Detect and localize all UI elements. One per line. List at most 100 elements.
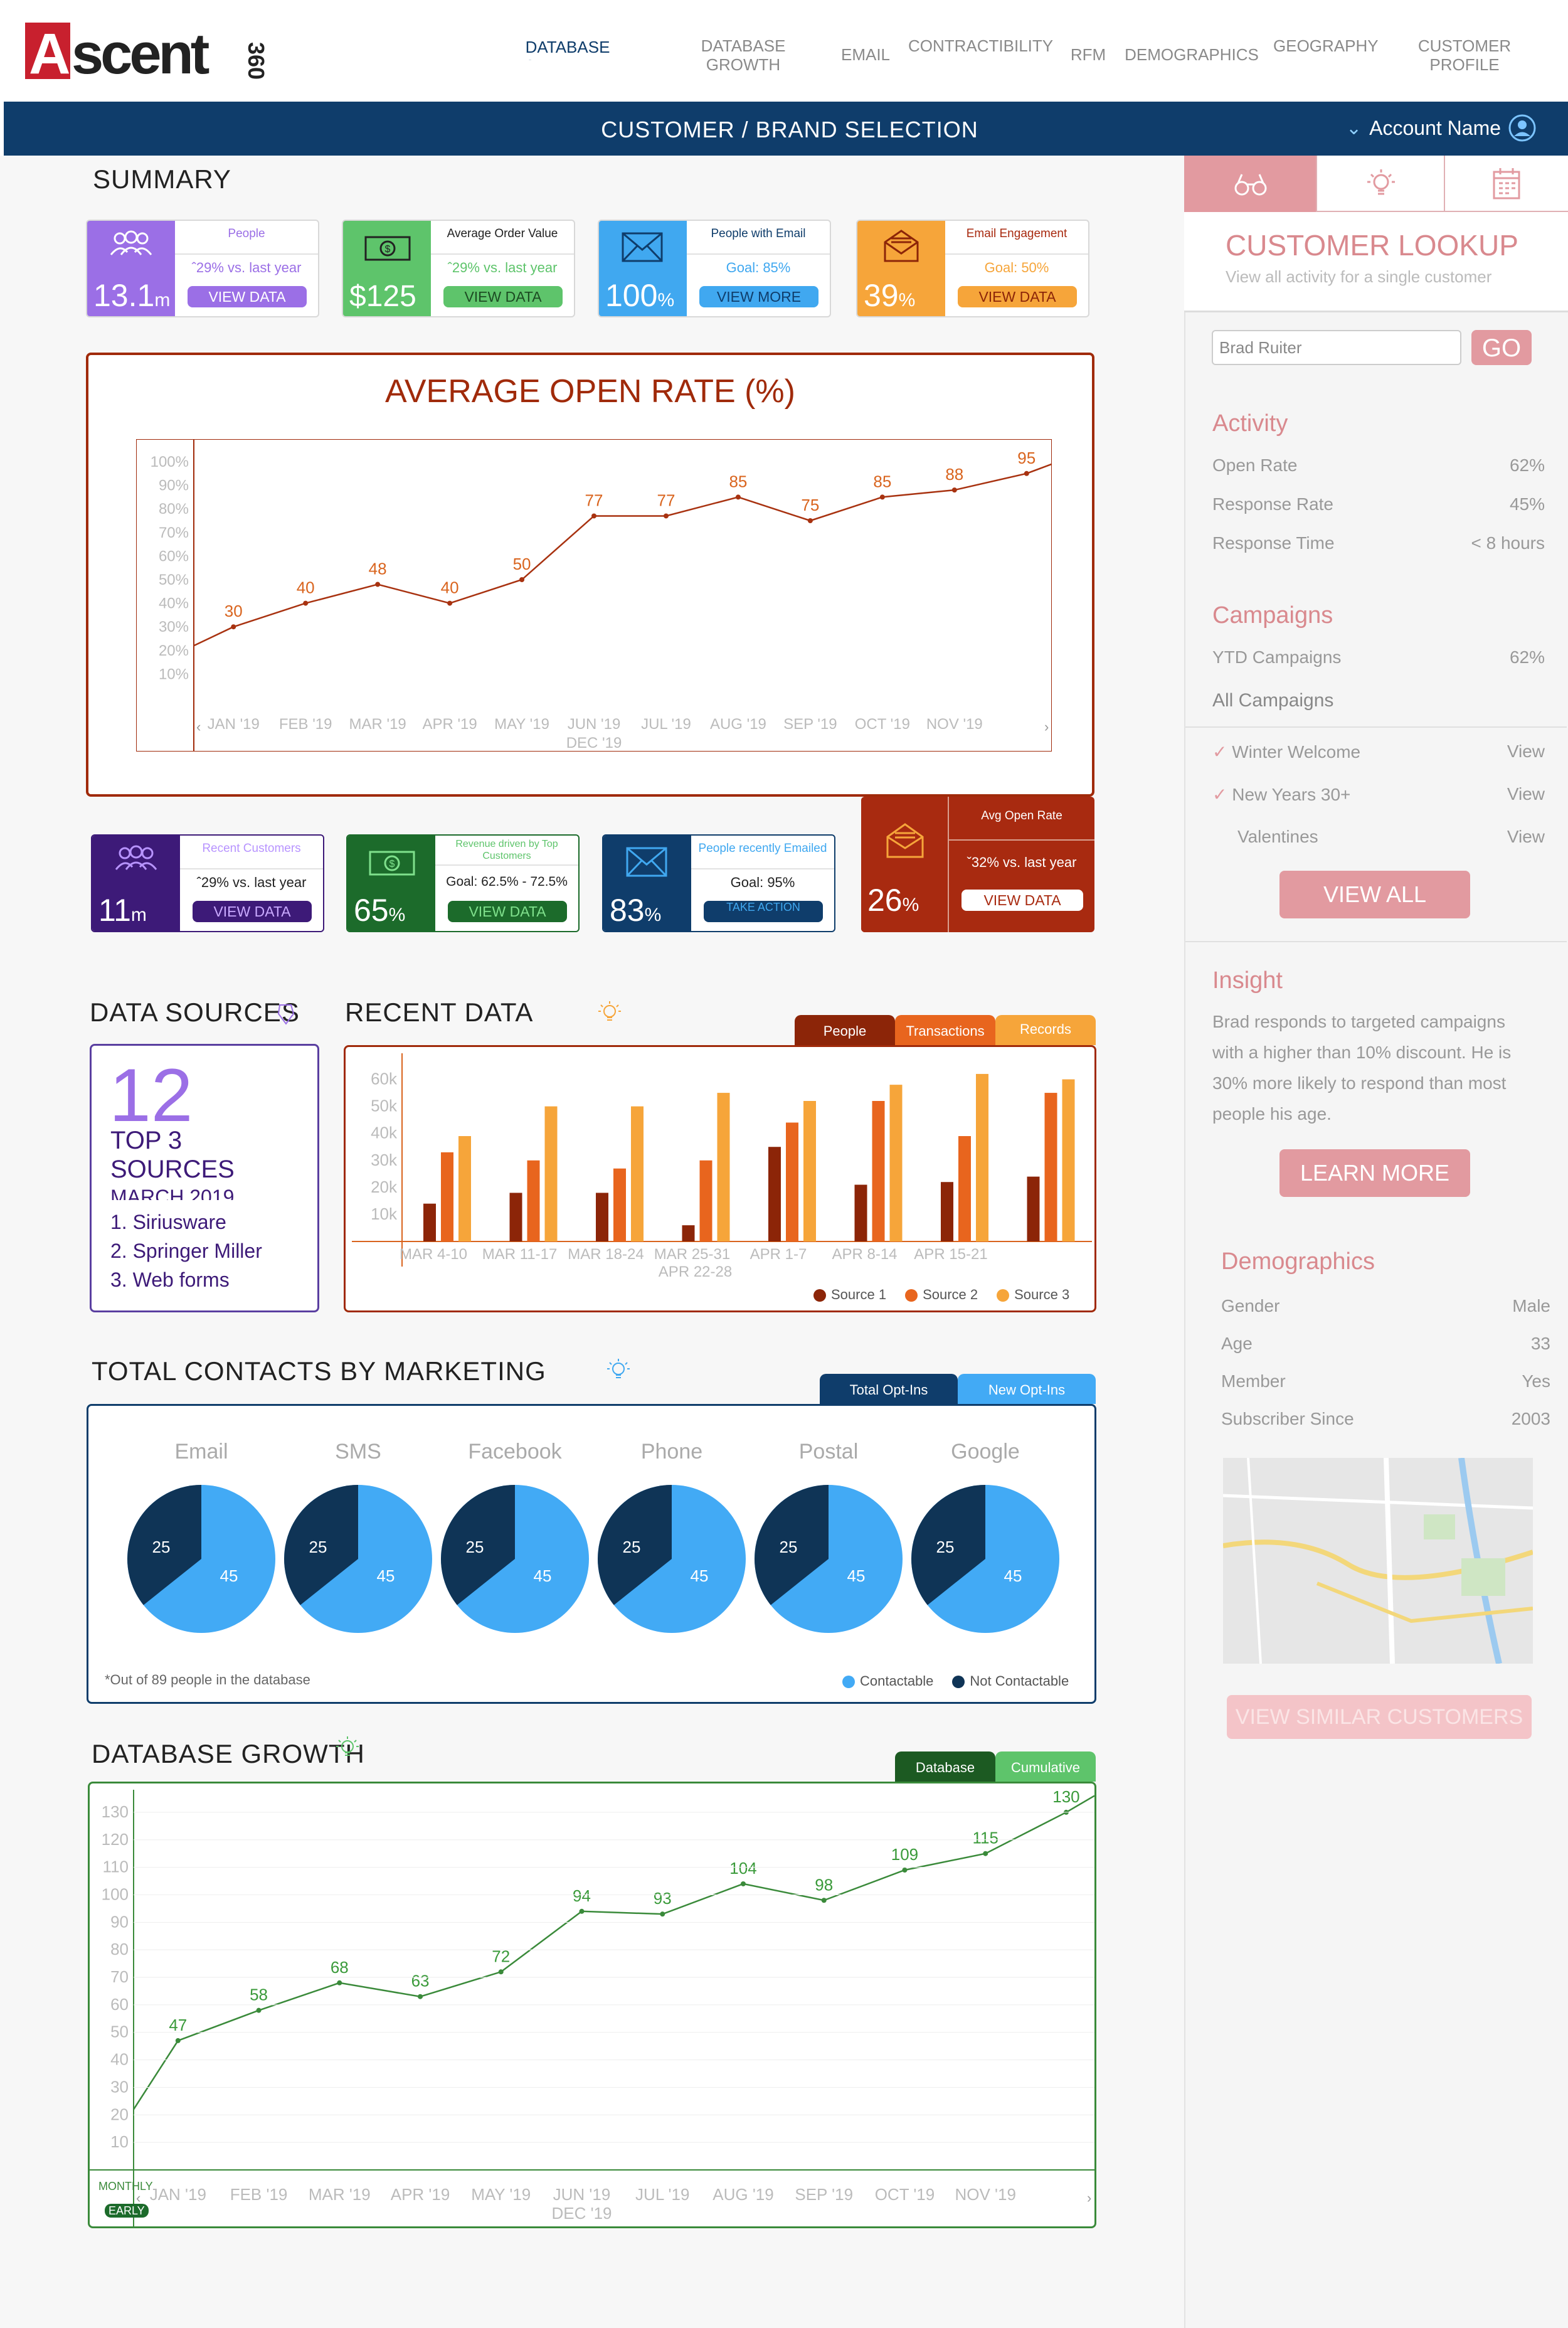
bar: [1062, 1079, 1075, 1241]
pie-label: 45: [691, 1566, 709, 1585]
account-menu[interactable]: ⌄ Account Name: [1346, 114, 1536, 142]
take-action-button[interactable]: TAKE ACTION: [704, 901, 823, 922]
yearly-toggle-label[interactable]: EARLY: [105, 2204, 149, 2218]
x-tick-label: APR 8-14: [832, 1246, 897, 1263]
nav-database-growth[interactable]: DATABASE GROWTH: [701, 36, 786, 74]
sources-subtitle: TOP 3 SOURCES: [110, 1127, 235, 1183]
view-data-button[interactable]: VIEW DATA: [193, 901, 312, 922]
contacts-footnote: *Out of 89 people in the database: [105, 1672, 310, 1688]
nav-contractibility[interactable]: CONTRACTIBILITY: [908, 36, 1054, 55]
tab-insight[interactable]: [1316, 156, 1444, 212]
tab-database[interactable]: Database: [895, 1751, 995, 1782]
data-point: [983, 1851, 988, 1856]
tab-total-opt-ins[interactable]: Total Opt-Ins: [820, 1374, 958, 1404]
chevron-left-icon: ‹: [196, 719, 201, 735]
tab-new-opt-ins[interactable]: New Opt-Ins: [958, 1374, 1096, 1404]
logo[interactable]: A scent 360: [25, 18, 276, 87]
source-item: 1. Siriusware: [110, 1211, 226, 1233]
x-tick-label: SEP '19: [795, 2185, 853, 2204]
logo-text: scent: [72, 22, 209, 86]
x-tick-label: APR 22-28: [659, 1263, 732, 1279]
monthly-toggle-label[interactable]: MONTHLY: [98, 2180, 153, 2191]
kpi-icon-panel: 13.1m: [87, 221, 175, 316]
nav-email[interactable]: EMAIL: [840, 45, 891, 64]
kpi-label: Email Engagement: [945, 227, 1088, 255]
view-link[interactable]: View: [1507, 827, 1545, 846]
envelope-icon: [626, 847, 667, 877]
check-icon: ✓: [1212, 742, 1227, 762]
bar: [596, 1193, 608, 1241]
legend-label: Contactable: [860, 1673, 934, 1689]
y-tick-label: 120: [102, 1830, 129, 1849]
data-point: [1024, 470, 1029, 476]
pie-slice-not-contactable: [598, 1485, 672, 1605]
y-tick-label: 70%: [159, 524, 189, 541]
customer-search-input[interactable]: [1212, 330, 1461, 365]
go-button[interactable]: GO: [1471, 330, 1532, 365]
divider: [1185, 726, 1567, 728]
pie-label: 25: [466, 1538, 484, 1556]
lightbulb-icon[interactable]: [606, 1358, 631, 1385]
chevron-right-icon: ›: [1044, 719, 1049, 735]
bar: [441, 1152, 453, 1241]
open-rate-chart: 100% 90% 80% 70% 60% 50% 40% 30% 20% 10% 30 40 48 40 5…: [136, 439, 1052, 752]
view-data-button[interactable]: VIEW DATA: [961, 890, 1083, 911]
row-label: Member: [1221, 1371, 1286, 1391]
x-tick-label: FEB '19: [279, 716, 332, 733]
tab-lookup[interactable]: [1184, 156, 1316, 212]
brand-selection-title[interactable]: CUSTOMER / BRAND SELECTION: [601, 117, 978, 142]
all-campaigns-link[interactable]: All Campaigns: [1212, 690, 1545, 711]
kpi-trend: 29% vs. last year: [196, 260, 302, 275]
trend-up-icon: ˆ: [191, 260, 196, 275]
summary-title: SUMMARY: [93, 164, 231, 189]
kpi-label: People recently Emailed: [691, 842, 834, 869]
x-tick-label: MAY '19: [494, 716, 549, 733]
kpi-unit: %: [902, 895, 919, 915]
nav-customer-profile[interactable]: CUSTOMER PROFILE: [1417, 36, 1512, 74]
nav-geography[interactable]: GEOGRAPHY: [1273, 36, 1379, 55]
lightbulb-icon[interactable]: [335, 1735, 360, 1763]
learn-more-button[interactable]: LEARN MORE: [1279, 1149, 1470, 1197]
tab-transactions[interactable]: Transactions: [895, 1015, 995, 1045]
view-link[interactable]: View: [1507, 741, 1545, 761]
y-tick-label: 130: [102, 1802, 129, 1821]
campaign-name: Valentines: [1237, 827, 1318, 846]
x-tick-label: MAR '19: [349, 716, 406, 733]
view-data-button[interactable]: VIEW DATA: [443, 286, 563, 307]
x-tick-label: MAY '19: [471, 2185, 531, 2204]
bar: [1044, 1093, 1057, 1241]
data-point: [591, 513, 597, 519]
view-data-button[interactable]: VIEW DATA: [448, 901, 567, 922]
y-tick-label: 40%: [159, 595, 189, 612]
tab-calendar[interactable]: [1444, 156, 1568, 212]
view-link[interactable]: View: [1507, 784, 1545, 804]
x-tick-label: MAR 4-10: [400, 1246, 467, 1263]
y-tick-label: 60: [110, 1995, 129, 2014]
bar: [768, 1147, 781, 1241]
x-tick-label: OCT '19: [855, 716, 910, 733]
legend-label: Not Contactable: [970, 1673, 1069, 1689]
view-data-button[interactable]: VIEW DATA: [188, 286, 307, 307]
tab-people[interactable]: People: [795, 1015, 895, 1045]
sources-period: MARCH 2019: [110, 1186, 235, 1200]
row-label: Age: [1221, 1334, 1253, 1353]
customer-location-map[interactable]: [1223, 1458, 1533, 1664]
kpi-average-order-value: $ $125 Average Order Value ˆ29% vs. last…: [342, 220, 575, 317]
x-tick-label: MAR 11-17: [482, 1246, 558, 1263]
nav-database-overview[interactable]: DATABASE OVERVIEW: [524, 38, 612, 60]
view-all-button[interactable]: VIEW ALL: [1279, 871, 1470, 918]
y-tick-label: 60%: [159, 548, 189, 565]
view-data-button[interactable]: VIEW DATA: [958, 286, 1077, 307]
nav-demographics[interactable]: DEMOGRAPHICS: [1125, 45, 1259, 64]
view-similar-customers-button[interactable]: VIEW SIMILAR CUSTOMERS: [1227, 1695, 1532, 1739]
kpi-email-engagement: 39% Email Engagement Goal: 50% VIEW DATA: [856, 220, 1089, 317]
tab-cumulative[interactable]: Cumulative: [995, 1751, 1096, 1782]
bar: [958, 1136, 971, 1241]
nav-rfm[interactable]: RFM: [1070, 45, 1106, 64]
pie-label: 25: [309, 1538, 327, 1556]
view-more-button[interactable]: VIEW MORE: [699, 286, 818, 307]
tab-records[interactable]: Records: [995, 1015, 1096, 1045]
help-icon[interactable]: [275, 1001, 297, 1026]
lightbulb-icon[interactable]: [597, 1000, 622, 1028]
legend-item: Not Contactable: [952, 1673, 1069, 1689]
